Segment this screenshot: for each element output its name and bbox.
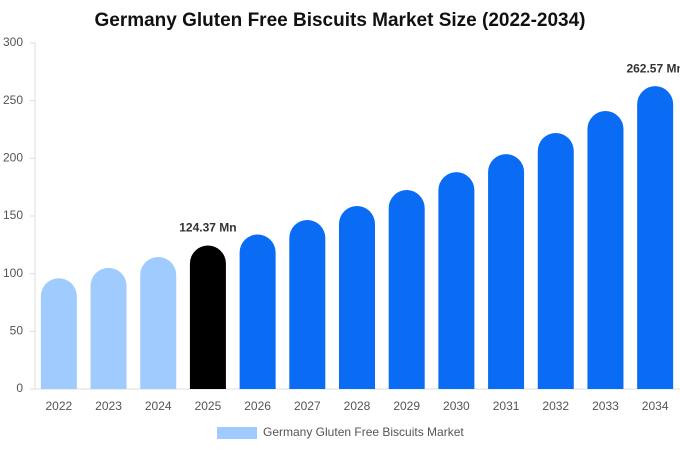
bar (537, 132, 574, 389)
bar (339, 205, 375, 389)
x-tick-label: 2022 (45, 399, 72, 413)
value-label: 124.37 Mn (179, 221, 236, 235)
x-tick-label: 2033 (592, 399, 619, 413)
x-tick-label: 2027 (294, 399, 321, 413)
bar (388, 190, 425, 389)
x-tick-label: 2034 (642, 399, 669, 413)
y-tick-label: 50 (10, 324, 24, 338)
x-tick-label: 2025 (195, 399, 222, 413)
bar (438, 172, 475, 389)
y-tick-label: 150 (3, 208, 23, 222)
bar (289, 220, 326, 389)
legend-swatch (217, 427, 257, 439)
y-tick-label: 100 (3, 266, 23, 280)
value-label: 262.57 Mn (626, 61, 680, 75)
bar (189, 245, 226, 389)
chart-title: Germany Gluten Free Biscuits Market Size… (94, 10, 585, 31)
bar (488, 154, 525, 389)
x-tick-label: 2030 (443, 399, 470, 413)
bar (637, 86, 674, 390)
bar (587, 111, 624, 389)
bar (90, 267, 127, 389)
legend-label: Germany Gluten Free Biscuits Market (263, 425, 464, 439)
x-tick-label: 2029 (393, 399, 420, 413)
y-tick-label: 250 (3, 93, 23, 107)
x-tick-label: 2024 (145, 399, 172, 413)
bar (140, 256, 177, 389)
y-tick-label: 200 (3, 151, 23, 165)
x-tick-label: 2026 (244, 399, 271, 413)
y-tick-label: 0 (16, 381, 23, 395)
bar (40, 278, 77, 389)
x-tick-label: 2031 (493, 399, 520, 413)
y-tick-label: 300 (3, 35, 23, 49)
x-tick-label: 2032 (542, 399, 569, 413)
x-tick-label: 2023 (95, 399, 122, 413)
x-tick-label: 2028 (344, 399, 371, 413)
bar (239, 234, 276, 389)
